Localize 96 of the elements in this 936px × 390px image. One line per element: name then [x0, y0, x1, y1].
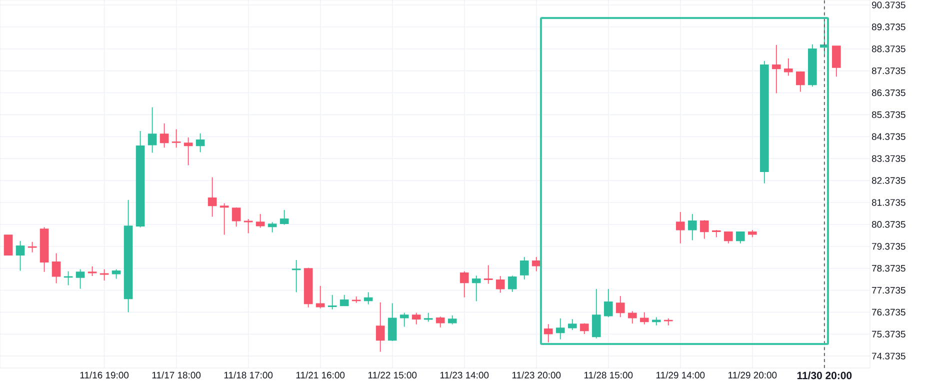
candlestick: [208, 176, 217, 218]
candlestick: [832, 46, 841, 78]
candlestick: [640, 312, 649, 325]
candlestick: [124, 199, 133, 313]
candlestick: [604, 288, 613, 318]
y-tick-label: 81.3735: [872, 199, 906, 206]
candlestick: [448, 314, 457, 325]
y-tick-label: 76.3735: [872, 308, 906, 316]
candlestick: [628, 310, 637, 324]
y-tick-label: 90.3735: [872, 2, 906, 8]
candlestick: [460, 270, 469, 298]
candlestick: [220, 202, 229, 236]
candlestick: [400, 312, 409, 328]
candlestick: [364, 292, 373, 305]
y-tick-label: 82.3735: [872, 177, 906, 184]
candlestick: [136, 130, 145, 228]
candlestick: [568, 318, 577, 330]
candlestick: [808, 44, 817, 88]
candlestick: [784, 58, 793, 76]
candlestick: [508, 275, 517, 292]
candlestick: [76, 268, 85, 290]
candlestick: [196, 132, 205, 153]
candlestick: [772, 44, 781, 94]
candlestick: [736, 231, 745, 244]
candlestick: [304, 267, 313, 308]
candlestick: [28, 241, 37, 253]
x-tick-label: 11/17 18:00: [152, 372, 201, 378]
x-tick-label: 11/23 20:00: [512, 372, 561, 378]
x-tick-label: 11/29 20:00: [728, 372, 777, 378]
candlestick: [688, 214, 697, 241]
candlestick: [244, 218, 253, 234]
candlestick: [652, 316, 661, 326]
candlestick: [160, 122, 169, 148]
candlestick: [316, 285, 325, 309]
candlestick: [484, 264, 493, 284]
y-tick-label: 79.3735: [872, 243, 906, 250]
candlestick: [436, 316, 445, 328]
candlestick: [232, 206, 241, 228]
candlestick: [388, 302, 397, 342]
candlestick: [700, 220, 709, 240]
candlestick: [256, 214, 265, 228]
candlestick: [496, 276, 505, 294]
candlestick: [184, 136, 193, 166]
candlestick: [748, 230, 757, 238]
y-tick-label: 77.3735: [872, 286, 906, 294]
y-tick-label: 75.3735: [872, 330, 906, 338]
x-tick-label: 11/23 14:00: [440, 372, 489, 378]
candlestick: [592, 288, 601, 339]
candlestick: [616, 296, 625, 318]
candlestick: [424, 312, 433, 322]
candlestick: [520, 256, 529, 280]
candlestick: [172, 128, 181, 148]
candlestick: [376, 302, 385, 352]
candlestick: [472, 275, 481, 302]
candlestick: [100, 268, 109, 281]
y-tick-label: 86.3735: [872, 89, 906, 96]
candlestick: [712, 230, 721, 238]
candlestick: [352, 296, 361, 304]
candlestick: [16, 240, 25, 272]
candlestick: [328, 294, 337, 310]
y-tick-label: 88.3735: [872, 46, 906, 52]
candlestick: [580, 322, 589, 334]
x-tick-label: 11/30 20:00: [797, 372, 852, 380]
x-tick-label: 11/21 16:00: [296, 372, 345, 378]
candlestick: [340, 294, 349, 306]
y-tick-label: 85.3735: [872, 111, 906, 118]
candlestick: [268, 222, 277, 233]
y-tick-label: 87.3735: [872, 67, 906, 74]
candlestick: [280, 210, 289, 226]
candlestick: [412, 312, 421, 325]
candlestick: [544, 324, 553, 343]
candlestick: [292, 260, 301, 293]
y-tick-label: 84.3735: [872, 133, 906, 140]
x-tick-label: 11/29 14:00: [656, 372, 705, 378]
candlestick: [664, 318, 673, 326]
candlestick: [796, 70, 805, 92]
candlestick: [760, 60, 769, 184]
candlestick: [724, 231, 733, 244]
y-tick-label: 83.3735: [872, 155, 906, 162]
y-tick-label: 89.3735: [872, 24, 906, 30]
candlestick: [148, 106, 157, 154]
candlestick: [4, 234, 13, 256]
candlestick: [112, 268, 121, 280]
candlestick: [52, 252, 61, 284]
x-tick-label: 11/18 17:00: [224, 372, 273, 378]
candlestick: [40, 226, 49, 272]
y-tick-label: 80.3735: [872, 221, 906, 228]
candlestick: [556, 318, 565, 340]
x-tick-label: 11/16 19:00: [80, 372, 129, 378]
x-tick-label: 11/28 15:00: [584, 372, 633, 378]
candlestick: [532, 256, 541, 272]
y-tick-label: 78.3735: [872, 264, 906, 272]
y-tick-label: 74.3735: [872, 352, 906, 360]
candlestick: [88, 266, 97, 277]
candlestick: [676, 212, 685, 244]
x-tick-label: 11/22 15:00: [368, 372, 417, 378]
